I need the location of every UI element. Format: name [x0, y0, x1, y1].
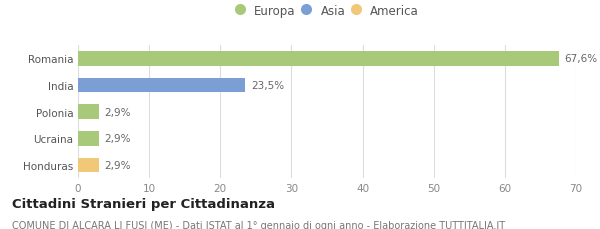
- Text: 2,9%: 2,9%: [104, 107, 131, 117]
- Text: COMUNE DI ALCARA LI FUSI (ME) - Dati ISTAT al 1° gennaio di ogni anno - Elaboraz: COMUNE DI ALCARA LI FUSI (ME) - Dati IST…: [12, 220, 505, 229]
- Legend: Europa, Asia, America: Europa, Asia, America: [232, 1, 422, 21]
- Text: 23,5%: 23,5%: [251, 81, 284, 91]
- Text: Cittadini Stranieri per Cittadinanza: Cittadini Stranieri per Cittadinanza: [12, 197, 275, 210]
- Text: 2,9%: 2,9%: [104, 134, 131, 144]
- Bar: [78, 52, 559, 66]
- Bar: [78, 158, 98, 173]
- Bar: [78, 105, 98, 120]
- Bar: [78, 131, 98, 146]
- Text: 67,6%: 67,6%: [565, 54, 598, 64]
- Text: 2,9%: 2,9%: [104, 160, 131, 170]
- Bar: [78, 78, 245, 93]
